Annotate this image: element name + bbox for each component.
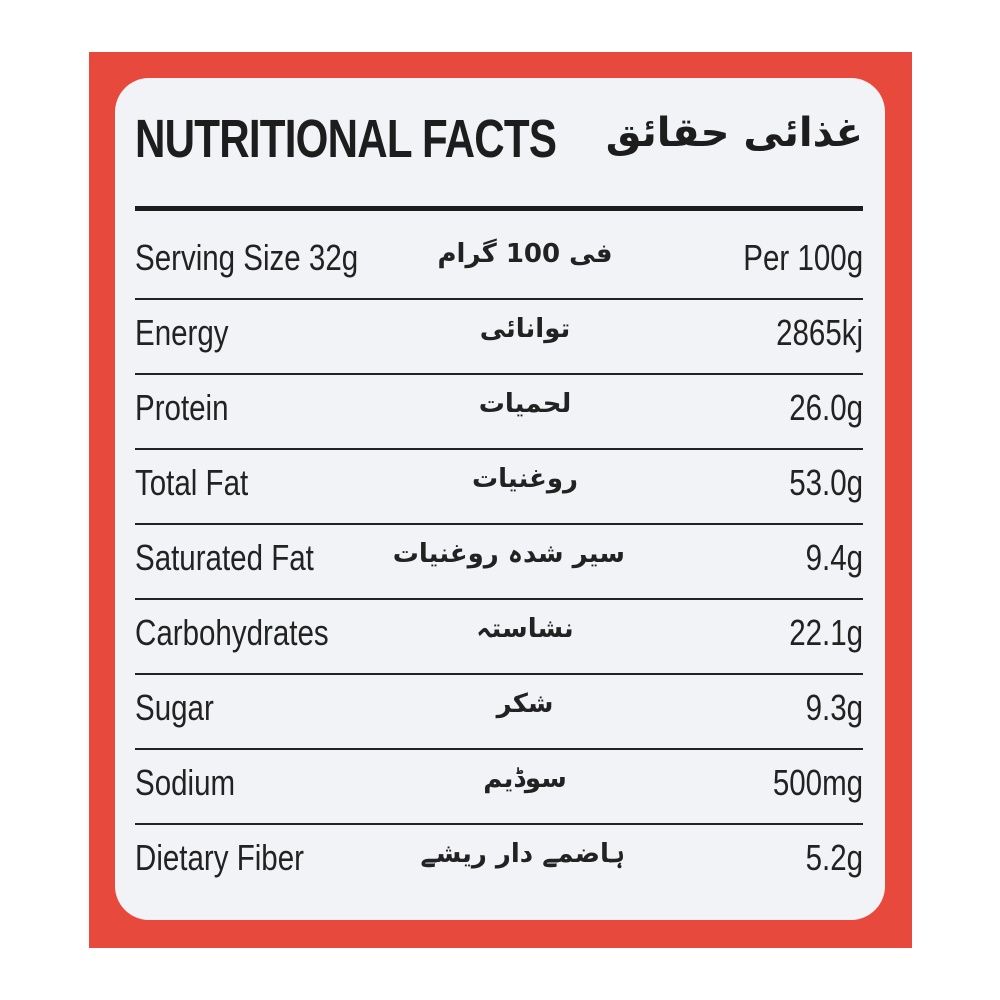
serving-urdu: فی 100 گرام: [437, 239, 613, 269]
nutrient-row: Total Fat روغنیات 53.0g: [135, 450, 863, 525]
nutrient-name: Protein: [135, 387, 229, 428]
nutrient-row: Carbohydrates نشاستہ 22.1g: [135, 600, 863, 675]
row-divider: [135, 523, 863, 525]
serving-row: Serving Size 32g فی 100 گرام Per 100g: [135, 225, 863, 300]
serving-size: Serving Size 32g: [135, 237, 359, 278]
nutrient-value: 22.1g: [789, 612, 863, 653]
nutrient-row: Saturated Fat سیر شدہ روغنیات 9.4g: [135, 525, 863, 600]
nutrient-name: Energy: [135, 312, 229, 353]
nutrient-row: Sugar شکر 9.3g: [135, 675, 863, 750]
nutrient-name: Carbohydrates: [135, 612, 329, 653]
nutrient-name-urdu: توانائی: [479, 314, 571, 344]
nutrient-name-urdu: لحمیات: [478, 389, 572, 419]
nutrient-value: 2865kj: [776, 312, 863, 353]
row-divider: [135, 673, 863, 675]
row-divider: [135, 748, 863, 750]
nutrient-name: Dietary Fiber: [135, 837, 304, 878]
row-divider: [135, 373, 863, 375]
nutrient-name: Total Fat: [135, 462, 249, 503]
row-divider: [135, 298, 863, 300]
nutrient-name-urdu: نشاستہ: [476, 614, 574, 644]
nutrient-name: Saturated Fat: [135, 537, 314, 578]
nutrient-value: 5.2g: [805, 837, 863, 878]
nutrient-name-urdu: سیر شدہ روغنیات: [392, 539, 625, 569]
label-title-urdu: غذائی حقائق: [605, 110, 863, 156]
per-100g: Per 100g: [743, 237, 863, 278]
nutrient-row: Dietary Fiber ہاضمے دار ریشے 5.2g: [135, 825, 863, 900]
row-divider: [135, 823, 863, 825]
nutrition-label: NUTRITIONAL FACTS غذائی حقائق Serving Si…: [115, 78, 885, 920]
nutrient-name: Sugar: [135, 687, 214, 728]
nutrient-value: 53.0g: [789, 462, 863, 503]
row-divider: [135, 598, 863, 600]
title-divider: [135, 206, 863, 211]
nutrient-name-urdu: ہاضمے دار ریشے: [420, 839, 625, 869]
nutrient-row: Energy توانائی 2865kj: [135, 300, 863, 375]
nutrient-name-urdu: سوڈیم: [483, 764, 567, 794]
nutrient-name-urdu: شکر: [496, 689, 554, 719]
nutrient-value: 9.4g: [805, 537, 863, 578]
nutrient-name-urdu: روغنیات: [471, 464, 578, 494]
label-title: NUTRITIONAL FACTS: [135, 109, 557, 169]
row-divider: [135, 448, 863, 450]
nutrient-row: Sodium سوڈیم 500mg: [135, 750, 863, 825]
nutrient-value: 500mg: [772, 762, 863, 803]
nutrient-value: 26.0g: [789, 387, 863, 428]
nutrient-name: Sodium: [135, 762, 236, 803]
nutrient-value: 9.3g: [805, 687, 863, 728]
nutrient-row: Protein لحمیات 26.0g: [135, 375, 863, 450]
